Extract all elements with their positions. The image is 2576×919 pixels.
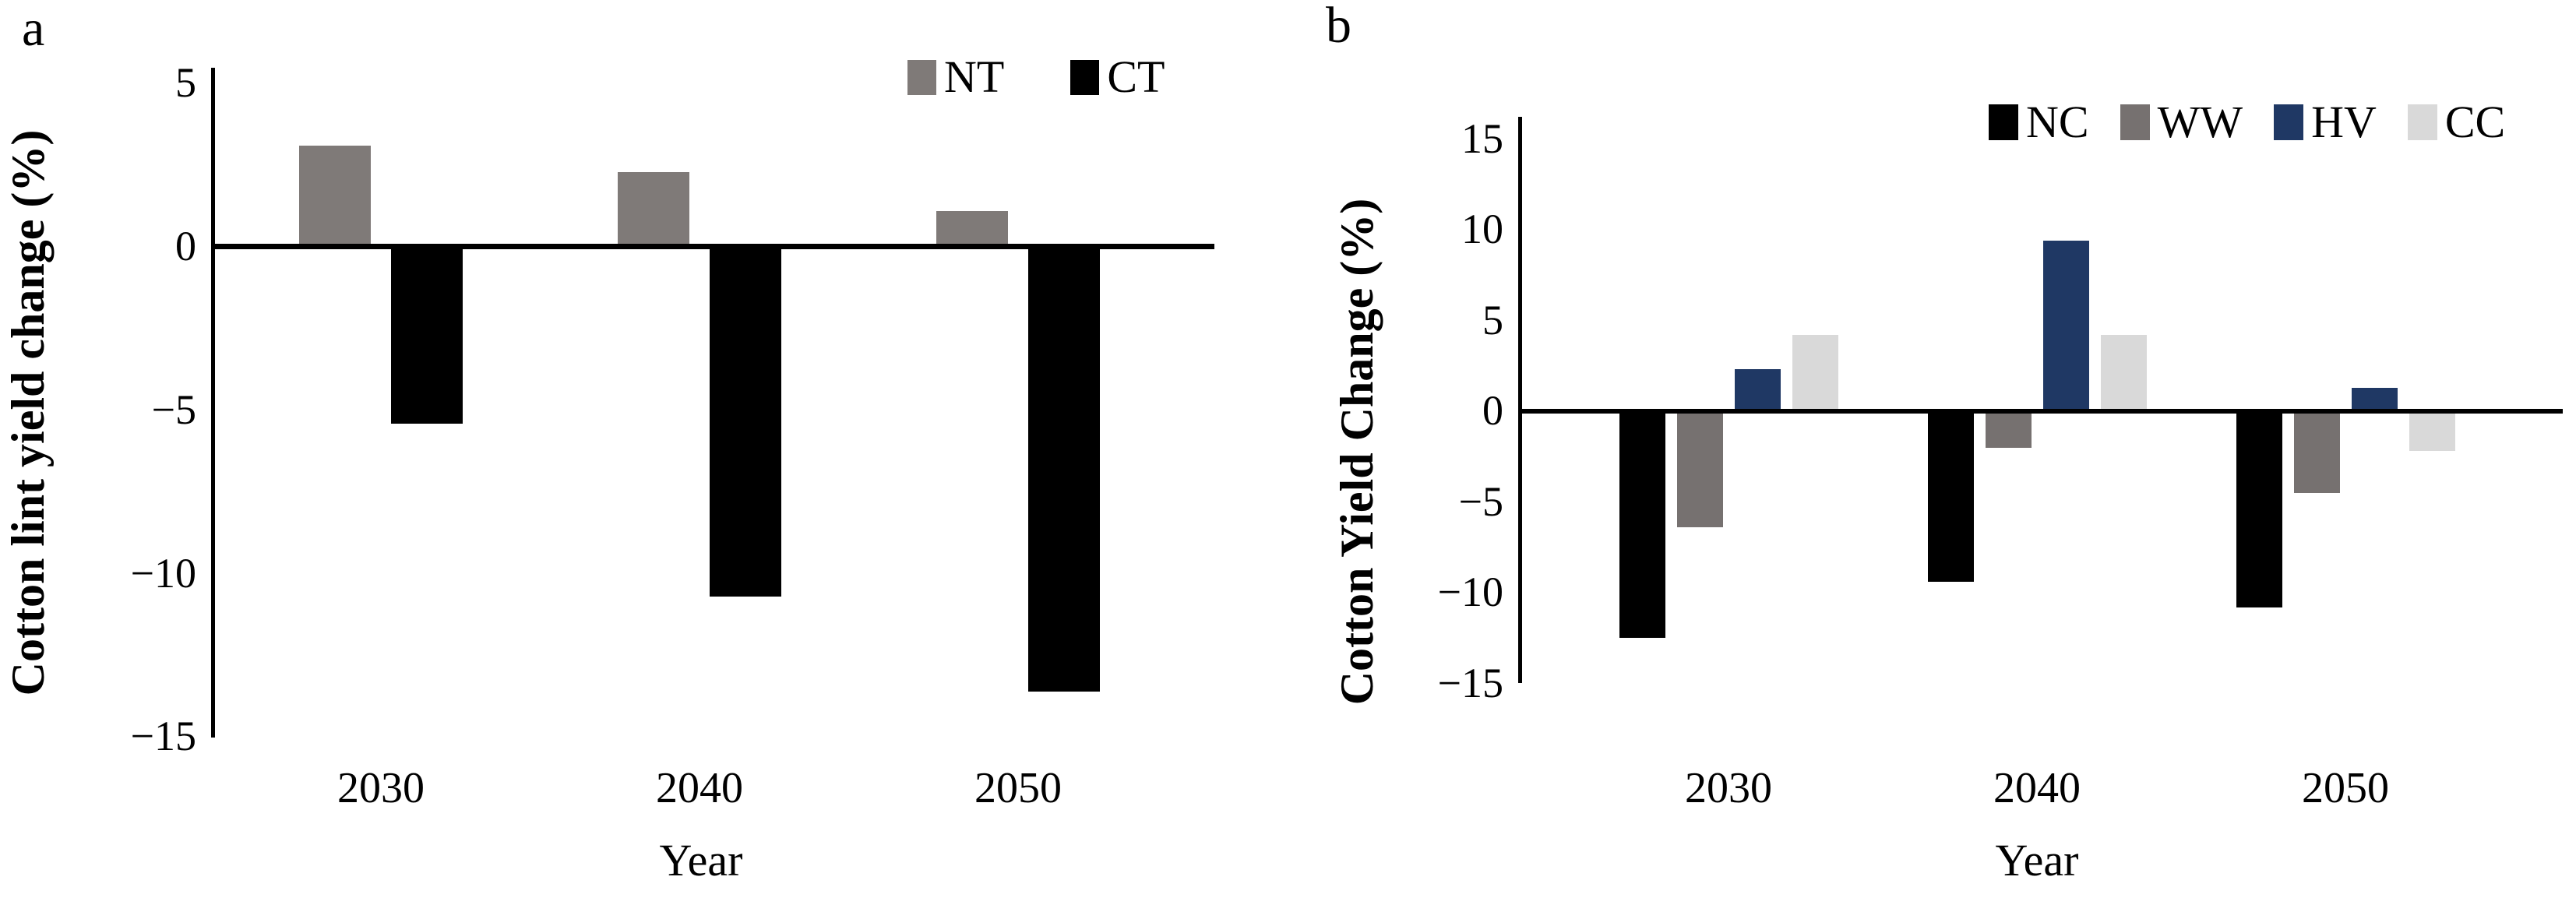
legend-item-CC: CC	[2407, 97, 2506, 147]
y-tick-label: 15	[1461, 114, 1503, 162]
legend-item-WW: WW	[2120, 100, 2243, 145]
legend-item-NT: NT	[907, 55, 1004, 100]
panel-letter-a: a	[22, 0, 45, 57]
y-tick-label: −15	[130, 713, 196, 760]
bar-CT-2050	[1028, 247, 1100, 692]
legend-item-NC: NC	[1989, 100, 2089, 145]
bar-NC-2040	[1927, 411, 1974, 583]
x-tick-label-2030: 2030	[1685, 764, 1772, 812]
x-axis-title: Year	[659, 835, 743, 886]
y-tick-label: 10	[1461, 205, 1503, 252]
legend-swatch-CC	[2407, 104, 2437, 140]
x-tick-label-2040: 2040	[656, 764, 743, 812]
bar-WW-2030	[1676, 411, 1723, 528]
y-axis-line	[211, 68, 215, 738]
bar-CC-2040	[2100, 335, 2147, 411]
legend-label-WW: WW	[2157, 97, 2243, 147]
zero-baseline	[1518, 409, 2563, 414]
legend-label-NT: NT	[944, 51, 1005, 102]
y-tick-label: −15	[1437, 659, 1503, 706]
x-tick-label-2050: 2050	[2302, 764, 2389, 812]
legend: NC WW HV CC	[1989, 100, 2505, 145]
legend-swatch-NT	[907, 59, 936, 95]
legend-swatch-HV	[2274, 104, 2304, 140]
x-tick-label-2030: 2030	[337, 764, 425, 812]
bar-NC-2050	[2236, 411, 2282, 607]
bar-CT-2030	[391, 247, 463, 424]
legend: NT CT	[907, 55, 1165, 100]
y-tick-label: −5	[151, 386, 196, 433]
y-tick-label: 5	[175, 59, 196, 107]
bar-WW-2050	[2293, 411, 2340, 493]
bar-HV-2050	[2351, 387, 2398, 411]
legend-label-HV: HV	[2311, 97, 2377, 147]
y-tick-label: −10	[1437, 568, 1503, 615]
y-tick-label: −5	[1458, 477, 1503, 525]
bar-HV-2030	[1734, 369, 1781, 411]
bar-CC-2030	[1792, 335, 1838, 411]
y-axis-line	[1518, 117, 1522, 683]
legend-item-HV: HV	[2274, 100, 2377, 145]
bar-WW-2040	[1985, 411, 2032, 448]
legend-swatch-CT	[1070, 59, 1100, 95]
bar-HV-2040	[2042, 240, 2089, 411]
legend-item-CT: CT	[1070, 55, 1165, 100]
bar-NT-2050	[936, 210, 1008, 247]
x-tick-label-2040: 2040	[1993, 764, 2081, 812]
x-axis-title: Year	[1995, 835, 2079, 886]
y-tick-label: 0	[1482, 386, 1503, 434]
y-tick-label: −10	[130, 549, 196, 597]
y-tick-label: 0	[175, 222, 196, 269]
legend-label-NC: NC	[2026, 97, 2089, 147]
bar-NC-2030	[1619, 411, 1665, 639]
legend-swatch-NC	[1989, 104, 2018, 140]
y-tick-label: 5	[1482, 296, 1503, 343]
zero-baseline	[211, 244, 1214, 249]
x-tick-label-2050: 2050	[974, 764, 1062, 812]
legend-swatch-WW	[2120, 104, 2150, 140]
bar-NT-2030	[299, 145, 371, 247]
y-axis-title: Cotton Yield Change (%)	[1331, 198, 1383, 706]
legend-label-CT: CT	[1107, 51, 1165, 102]
legend-label-CC: CC	[2444, 97, 2506, 147]
bar-NT-2040	[618, 171, 689, 247]
bar-CC-2050	[2409, 411, 2455, 452]
panel-letter-b: b	[1326, 0, 1351, 54]
bar-CT-2040	[710, 247, 781, 597]
